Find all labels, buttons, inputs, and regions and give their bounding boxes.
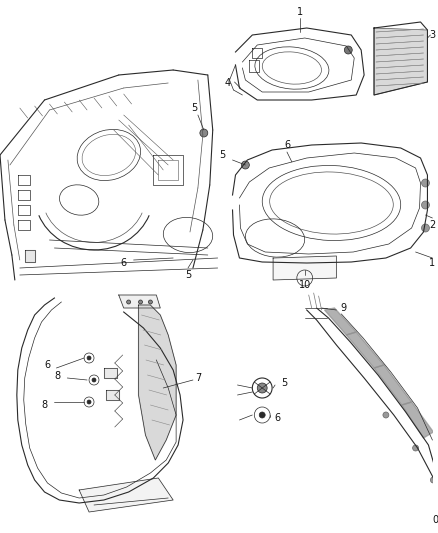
Circle shape: [87, 356, 91, 360]
Circle shape: [431, 477, 436, 483]
Circle shape: [421, 179, 429, 187]
Polygon shape: [79, 478, 173, 512]
Text: 1: 1: [297, 7, 303, 17]
Polygon shape: [325, 308, 356, 335]
Text: 0: 0: [432, 515, 438, 525]
Text: 6: 6: [44, 360, 50, 370]
Text: 9: 9: [340, 303, 346, 313]
Polygon shape: [138, 305, 176, 460]
Circle shape: [127, 300, 131, 304]
Polygon shape: [119, 295, 160, 308]
Circle shape: [421, 224, 429, 232]
Circle shape: [92, 378, 96, 382]
Text: 5: 5: [191, 103, 197, 113]
Text: 5: 5: [185, 270, 191, 280]
Polygon shape: [374, 28, 427, 95]
Text: 6: 6: [284, 140, 290, 150]
Text: 5: 5: [281, 378, 287, 388]
Text: 5: 5: [219, 150, 226, 160]
Circle shape: [200, 129, 208, 137]
Polygon shape: [273, 256, 336, 280]
Text: 6: 6: [274, 413, 280, 423]
Circle shape: [87, 400, 91, 404]
Circle shape: [148, 300, 152, 304]
Text: 8: 8: [54, 371, 60, 381]
Text: 7: 7: [195, 373, 201, 383]
Circle shape: [383, 412, 389, 418]
Polygon shape: [25, 250, 35, 262]
Polygon shape: [346, 332, 384, 368]
Polygon shape: [374, 365, 412, 405]
Polygon shape: [104, 368, 117, 378]
Text: 4: 4: [225, 78, 231, 88]
Circle shape: [259, 412, 265, 418]
Polygon shape: [402, 402, 433, 438]
Text: 6: 6: [120, 258, 127, 268]
Text: 3: 3: [429, 30, 435, 40]
Circle shape: [344, 46, 352, 54]
Text: 10: 10: [299, 280, 311, 290]
Circle shape: [421, 201, 429, 209]
Text: 2: 2: [429, 220, 435, 230]
Text: 1: 1: [429, 258, 435, 268]
Circle shape: [241, 161, 249, 169]
Circle shape: [257, 383, 267, 393]
Circle shape: [413, 445, 419, 451]
Text: 8: 8: [42, 400, 48, 410]
Polygon shape: [106, 390, 119, 400]
Circle shape: [138, 300, 142, 304]
